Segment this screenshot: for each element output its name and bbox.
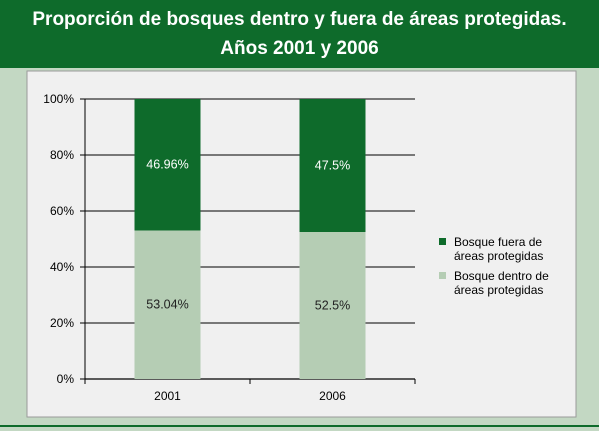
data-label: 46.96%	[146, 158, 188, 172]
y-tick-label: 80%	[50, 148, 74, 162]
bar-segment	[299, 232, 366, 379]
legend-label: áreas protegidas	[454, 249, 543, 263]
data-label: 53.04%	[146, 298, 188, 312]
chart-header: Proporción de bosques dentro y fuera de …	[0, 0, 599, 68]
legend-label: Bosque fuera de	[454, 235, 542, 249]
bottom-divider	[0, 425, 599, 427]
y-tick-label: 0%	[57, 372, 75, 386]
y-tick-label: 20%	[50, 316, 74, 330]
chart-title-line2: Años 2001 y 2006	[220, 38, 379, 59]
x-tick-label: 2006	[319, 389, 346, 403]
y-tick-label: 100%	[43, 92, 74, 106]
legend-label: Bosque dentro de	[454, 269, 549, 283]
data-label: 47.5%	[315, 159, 350, 173]
x-tick-label: 2001	[154, 389, 181, 403]
chart-title-line1: Proporción de bosques dentro y fuera de …	[32, 9, 567, 30]
y-tick-label: 60%	[50, 204, 74, 218]
legend-label: áreas protegidas	[454, 283, 543, 297]
bar-segment	[134, 99, 201, 231]
data-label: 52.5%	[315, 299, 350, 313]
legend-swatch	[439, 238, 446, 245]
y-tick-label: 40%	[50, 260, 74, 274]
legend-swatch	[439, 272, 446, 279]
bar-segment	[134, 230, 201, 379]
bar-segment	[299, 99, 366, 232]
